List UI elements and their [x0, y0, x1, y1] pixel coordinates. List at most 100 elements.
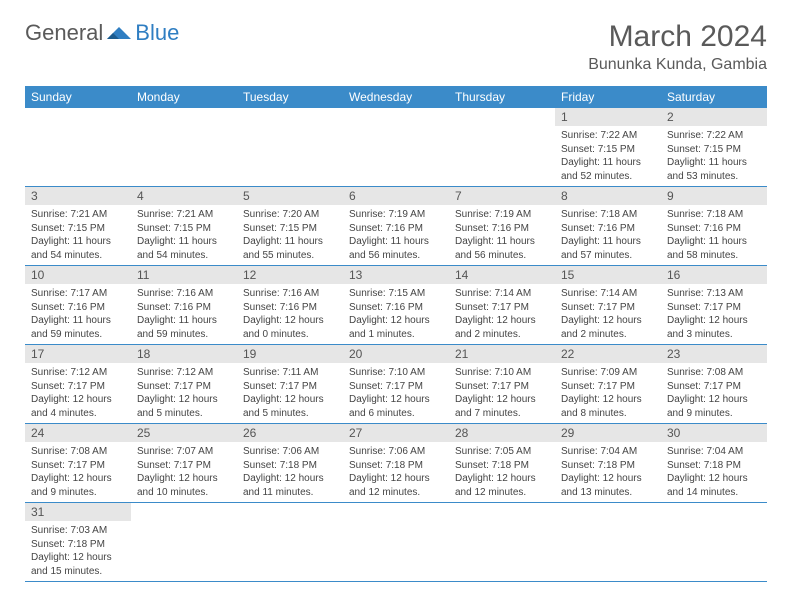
day-cell: 22Sunrise: 7:09 AMSunset: 7:17 PMDayligh… [555, 345, 661, 424]
day-details: Sunrise: 7:21 AMSunset: 7:15 PMDaylight:… [25, 205, 131, 265]
logo-text-blue: Blue [135, 20, 179, 46]
day-details: Sunrise: 7:20 AMSunset: 7:15 PMDaylight:… [237, 205, 343, 265]
month-title: March 2024 [588, 20, 767, 54]
empty-cell [131, 503, 237, 582]
day-details: Sunrise: 7:04 AMSunset: 7:18 PMDaylight:… [661, 442, 767, 502]
day-cell: 6Sunrise: 7:19 AMSunset: 7:16 PMDaylight… [343, 187, 449, 266]
page-header: General Blue March 2024 Bununka Kunda, G… [25, 20, 767, 74]
day-number: 26 [237, 424, 343, 442]
day-number: 27 [343, 424, 449, 442]
day-cell: 14Sunrise: 7:14 AMSunset: 7:17 PMDayligh… [449, 266, 555, 345]
day-number: 22 [555, 345, 661, 363]
empty-cell [237, 108, 343, 187]
day-number: 21 [449, 345, 555, 363]
day-number: 17 [25, 345, 131, 363]
day-cell: 11Sunrise: 7:16 AMSunset: 7:16 PMDayligh… [131, 266, 237, 345]
logo: General Blue [25, 20, 179, 46]
day-number: 11 [131, 266, 237, 284]
day-cell: 21Sunrise: 7:10 AMSunset: 7:17 PMDayligh… [449, 345, 555, 424]
weekday-header: Wednesday [343, 86, 449, 108]
day-cell: 2Sunrise: 7:22 AMSunset: 7:15 PMDaylight… [661, 108, 767, 187]
calendar-header-row: SundayMondayTuesdayWednesdayThursdayFrid… [25, 86, 767, 108]
empty-cell [661, 503, 767, 582]
day-details: Sunrise: 7:22 AMSunset: 7:15 PMDaylight:… [555, 126, 661, 186]
day-number: 29 [555, 424, 661, 442]
day-details: Sunrise: 7:10 AMSunset: 7:17 PMDaylight:… [343, 363, 449, 423]
calendar-row: 3Sunrise: 7:21 AMSunset: 7:15 PMDaylight… [25, 187, 767, 266]
day-details: Sunrise: 7:19 AMSunset: 7:16 PMDaylight:… [449, 205, 555, 265]
day-number: 14 [449, 266, 555, 284]
day-number: 18 [131, 345, 237, 363]
day-details: Sunrise: 7:06 AMSunset: 7:18 PMDaylight:… [343, 442, 449, 502]
day-cell: 5Sunrise: 7:20 AMSunset: 7:15 PMDaylight… [237, 187, 343, 266]
day-number: 4 [131, 187, 237, 205]
day-number: 10 [25, 266, 131, 284]
day-cell: 18Sunrise: 7:12 AMSunset: 7:17 PMDayligh… [131, 345, 237, 424]
day-cell: 23Sunrise: 7:08 AMSunset: 7:17 PMDayligh… [661, 345, 767, 424]
day-cell: 7Sunrise: 7:19 AMSunset: 7:16 PMDaylight… [449, 187, 555, 266]
day-number: 12 [237, 266, 343, 284]
day-cell: 9Sunrise: 7:18 AMSunset: 7:16 PMDaylight… [661, 187, 767, 266]
day-cell: 25Sunrise: 7:07 AMSunset: 7:17 PMDayligh… [131, 424, 237, 503]
day-details: Sunrise: 7:09 AMSunset: 7:17 PMDaylight:… [555, 363, 661, 423]
day-number: 2 [661, 108, 767, 126]
empty-cell [449, 503, 555, 582]
day-details: Sunrise: 7:14 AMSunset: 7:17 PMDaylight:… [555, 284, 661, 344]
day-details: Sunrise: 7:04 AMSunset: 7:18 PMDaylight:… [555, 442, 661, 502]
day-cell: 29Sunrise: 7:04 AMSunset: 7:18 PMDayligh… [555, 424, 661, 503]
day-cell: 24Sunrise: 7:08 AMSunset: 7:17 PMDayligh… [25, 424, 131, 503]
day-number: 30 [661, 424, 767, 442]
day-details: Sunrise: 7:18 AMSunset: 7:16 PMDaylight:… [661, 205, 767, 265]
day-details: Sunrise: 7:07 AMSunset: 7:17 PMDaylight:… [131, 442, 237, 502]
day-details: Sunrise: 7:14 AMSunset: 7:17 PMDaylight:… [449, 284, 555, 344]
day-cell: 8Sunrise: 7:18 AMSunset: 7:16 PMDaylight… [555, 187, 661, 266]
title-block: March 2024 Bununka Kunda, Gambia [588, 20, 767, 74]
day-cell: 27Sunrise: 7:06 AMSunset: 7:18 PMDayligh… [343, 424, 449, 503]
day-number: 23 [661, 345, 767, 363]
day-details: Sunrise: 7:08 AMSunset: 7:17 PMDaylight:… [661, 363, 767, 423]
calendar-row: 17Sunrise: 7:12 AMSunset: 7:17 PMDayligh… [25, 345, 767, 424]
day-details: Sunrise: 7:15 AMSunset: 7:16 PMDaylight:… [343, 284, 449, 344]
day-number: 9 [661, 187, 767, 205]
day-cell: 28Sunrise: 7:05 AMSunset: 7:18 PMDayligh… [449, 424, 555, 503]
day-cell: 10Sunrise: 7:17 AMSunset: 7:16 PMDayligh… [25, 266, 131, 345]
day-details: Sunrise: 7:11 AMSunset: 7:17 PMDaylight:… [237, 363, 343, 423]
day-number: 1 [555, 108, 661, 126]
calendar-row: 24Sunrise: 7:08 AMSunset: 7:17 PMDayligh… [25, 424, 767, 503]
empty-cell [25, 108, 131, 187]
day-cell: 4Sunrise: 7:21 AMSunset: 7:15 PMDaylight… [131, 187, 237, 266]
day-cell: 15Sunrise: 7:14 AMSunset: 7:17 PMDayligh… [555, 266, 661, 345]
empty-cell [449, 108, 555, 187]
day-number: 28 [449, 424, 555, 442]
day-details: Sunrise: 7:10 AMSunset: 7:17 PMDaylight:… [449, 363, 555, 423]
day-details: Sunrise: 7:03 AMSunset: 7:18 PMDaylight:… [25, 521, 131, 581]
day-details: Sunrise: 7:22 AMSunset: 7:15 PMDaylight:… [661, 126, 767, 186]
day-number: 8 [555, 187, 661, 205]
day-number: 13 [343, 266, 449, 284]
day-number: 6 [343, 187, 449, 205]
empty-cell [131, 108, 237, 187]
day-cell: 1Sunrise: 7:22 AMSunset: 7:15 PMDaylight… [555, 108, 661, 187]
day-cell: 12Sunrise: 7:16 AMSunset: 7:16 PMDayligh… [237, 266, 343, 345]
calendar-row: 31Sunrise: 7:03 AMSunset: 7:18 PMDayligh… [25, 503, 767, 582]
day-cell: 19Sunrise: 7:11 AMSunset: 7:17 PMDayligh… [237, 345, 343, 424]
day-details: Sunrise: 7:06 AMSunset: 7:18 PMDaylight:… [237, 442, 343, 502]
empty-cell [555, 503, 661, 582]
day-number: 16 [661, 266, 767, 284]
logo-text-general: General [25, 20, 103, 46]
day-cell: 3Sunrise: 7:21 AMSunset: 7:15 PMDaylight… [25, 187, 131, 266]
day-number: 7 [449, 187, 555, 205]
empty-cell [237, 503, 343, 582]
calendar-table: SundayMondayTuesdayWednesdayThursdayFrid… [25, 86, 767, 582]
day-cell: 31Sunrise: 7:03 AMSunset: 7:18 PMDayligh… [25, 503, 131, 582]
day-cell: 26Sunrise: 7:06 AMSunset: 7:18 PMDayligh… [237, 424, 343, 503]
day-cell: 20Sunrise: 7:10 AMSunset: 7:17 PMDayligh… [343, 345, 449, 424]
empty-cell [343, 108, 449, 187]
day-cell: 17Sunrise: 7:12 AMSunset: 7:17 PMDayligh… [25, 345, 131, 424]
weekday-header: Friday [555, 86, 661, 108]
calendar-row: 10Sunrise: 7:17 AMSunset: 7:16 PMDayligh… [25, 266, 767, 345]
day-details: Sunrise: 7:19 AMSunset: 7:16 PMDaylight:… [343, 205, 449, 265]
day-details: Sunrise: 7:12 AMSunset: 7:17 PMDaylight:… [131, 363, 237, 423]
day-number: 24 [25, 424, 131, 442]
weekday-header: Sunday [25, 86, 131, 108]
